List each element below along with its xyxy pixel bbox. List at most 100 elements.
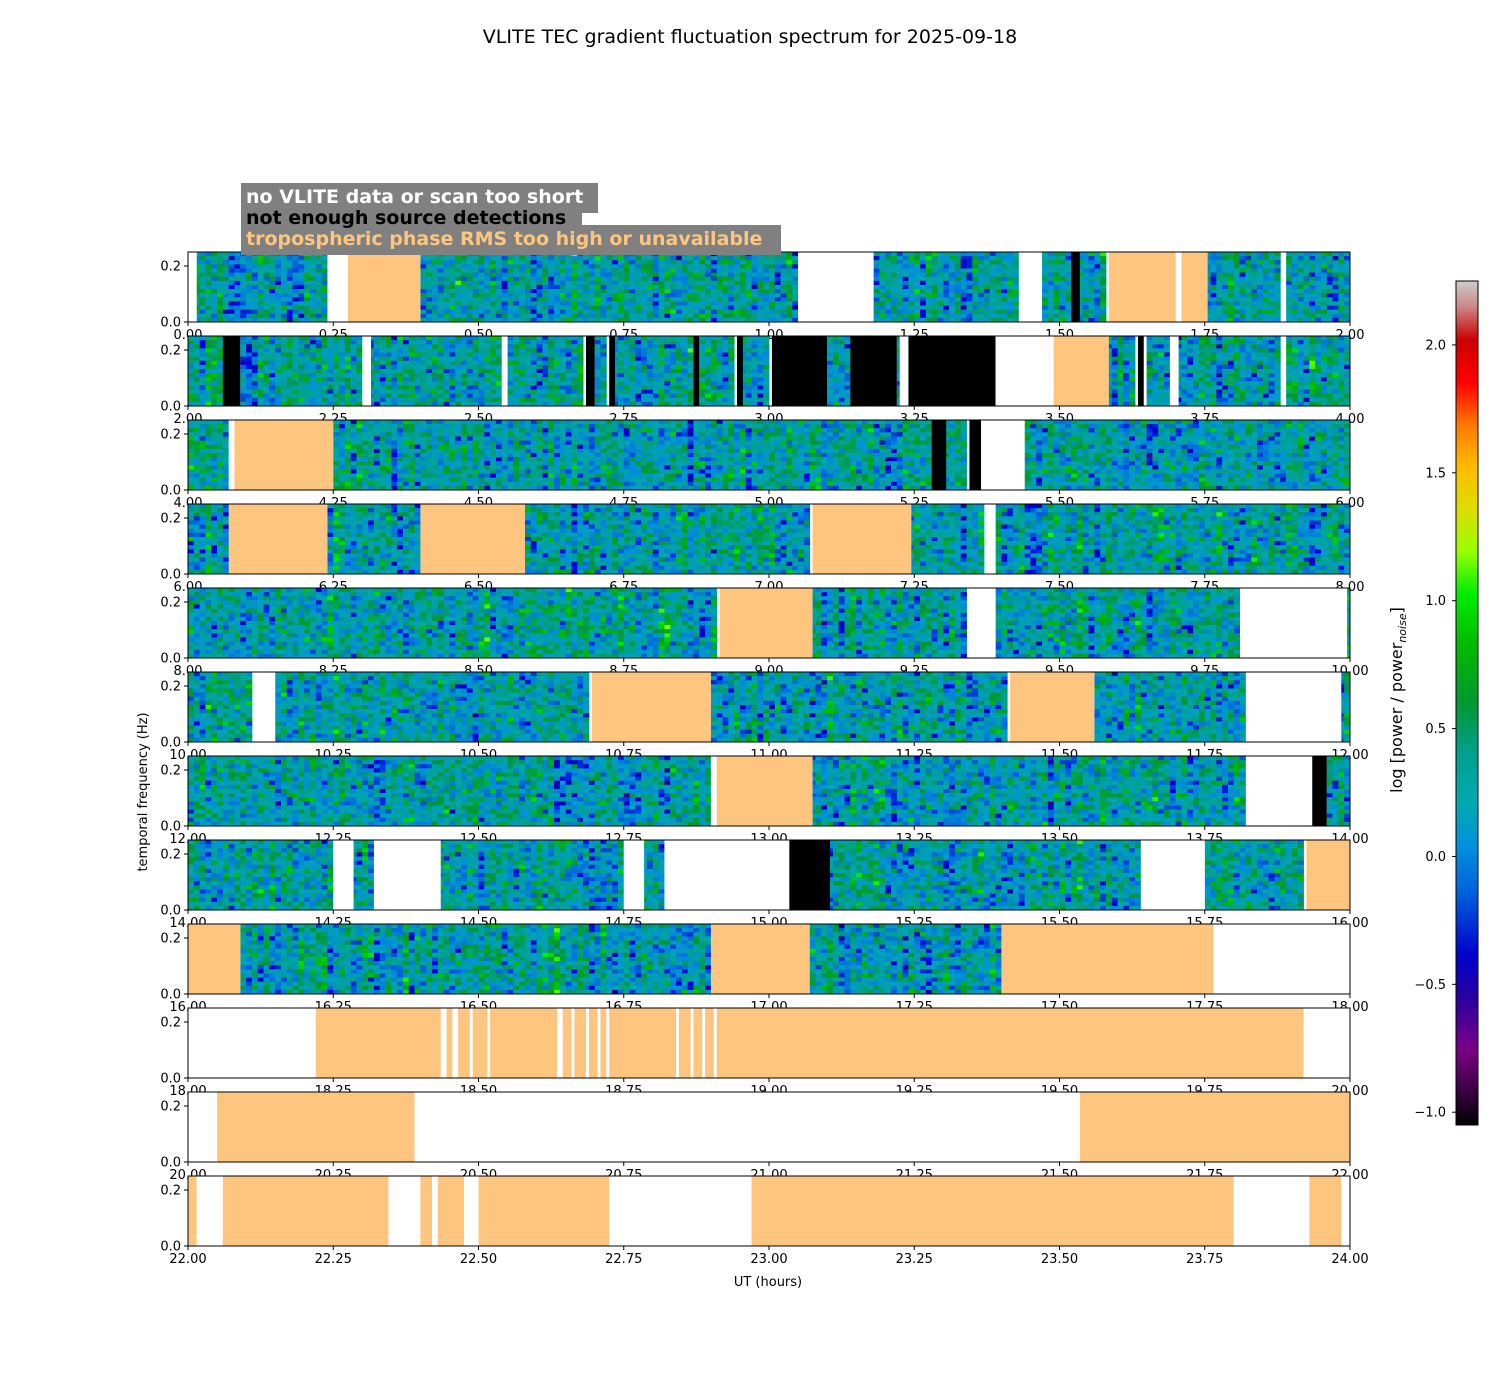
heatmap-cell [490, 398, 496, 403]
heatmap-cell [699, 281, 705, 286]
heatmap-cell [1094, 310, 1100, 315]
heatmap-cell [1344, 252, 1350, 257]
heatmap-cell [601, 398, 607, 403]
heatmap-cell [304, 344, 310, 349]
heatmap-cell [490, 377, 496, 382]
heatmap-cell [1274, 344, 1280, 349]
heatmap-cell [949, 306, 955, 311]
heatmap-cell [717, 361, 723, 366]
heatmap-cell [281, 301, 287, 306]
heatmap-cell [473, 390, 479, 395]
heatmap-cell [484, 277, 490, 282]
heatmap-cell [205, 361, 211, 366]
heatmap-cell [188, 381, 194, 386]
heatmap-cell [426, 344, 432, 349]
heatmap-cell [1234, 273, 1240, 278]
heatmap-cell [734, 289, 740, 294]
heatmap-cell [1216, 398, 1222, 403]
heatmap-cell [1304, 297, 1310, 302]
heatmap-cell [624, 289, 630, 294]
heatmap-cell [618, 390, 624, 395]
heatmap-cell [240, 369, 246, 374]
heatmap-cell [1158, 377, 1164, 382]
heatmap-cell [746, 289, 752, 294]
heatmap-cell [1001, 260, 1007, 265]
heatmap-cell [293, 336, 299, 341]
heatmap-cell [635, 301, 641, 306]
heatmap-cell [1251, 377, 1257, 382]
heatmap-cell [1089, 277, 1095, 282]
heatmap-cell [281, 306, 287, 311]
heatmap-cell [304, 285, 310, 290]
heatmap-cell [560, 306, 566, 311]
heatmap-cell [508, 357, 514, 362]
heatmap-cell [252, 256, 258, 261]
heatmap-cell [264, 293, 270, 298]
heatmap-cell [996, 289, 1002, 294]
heatmap-cell [217, 377, 223, 382]
heatmap-cell [635, 273, 641, 278]
heatmap-cell [264, 369, 270, 374]
heatmap-cell [496, 394, 502, 399]
heatmap-cell [205, 381, 211, 386]
heatmap-cell [1129, 365, 1135, 370]
heatmap-cell [229, 260, 235, 265]
heatmap-cell [200, 390, 206, 395]
heatmap-cell [513, 361, 519, 366]
heatmap-cell [426, 256, 432, 261]
heatmap-cell [618, 301, 624, 306]
heatmap-cell [792, 314, 798, 319]
heatmap-cell [275, 301, 281, 306]
heatmap-cell [723, 260, 729, 265]
heatmap-cell [757, 314, 763, 319]
heatmap-cell [757, 260, 763, 265]
heatmap-cell [757, 340, 763, 345]
heatmap-cell [566, 289, 572, 294]
heatmap-cell [618, 256, 624, 261]
heatmap-cell [1298, 252, 1304, 257]
heatmap-cell [502, 264, 508, 269]
heatmap-cell [1007, 281, 1013, 286]
heatmap-cell [746, 381, 752, 386]
heatmap-cell [1007, 289, 1013, 294]
heatmap-cell [1321, 252, 1327, 257]
heatmap-cell [264, 281, 270, 286]
heatmap-cell [322, 369, 328, 374]
heatmap-cell [740, 285, 746, 290]
heatmap-cell [1222, 361, 1228, 366]
heatmap-cell [664, 398, 670, 403]
heatmap-cell [908, 268, 914, 273]
heatmap-cell [322, 264, 328, 269]
heatmap-cell [1060, 256, 1066, 261]
heatmap-cell [479, 398, 485, 403]
heatmap-cell [1222, 310, 1228, 315]
heatmap-cell [566, 365, 572, 370]
heatmap-cell [699, 297, 705, 302]
heatmap-cell [560, 314, 566, 319]
heatmap-cell [1222, 369, 1228, 374]
heatmap-cell [641, 398, 647, 403]
heatmap-cell [1338, 314, 1344, 319]
heatmap-cell [746, 256, 752, 261]
heatmap-cell [200, 348, 206, 353]
heatmap-cell [1164, 377, 1170, 382]
heatmap-cell [1251, 268, 1257, 273]
heatmap-cell [693, 314, 699, 319]
heatmap-cell [397, 369, 403, 374]
heatmap-cell [752, 314, 758, 319]
heatmap-cell [757, 398, 763, 403]
heatmap-cell [246, 260, 252, 265]
heatmap-cell [1315, 264, 1321, 269]
heatmap-cell [595, 289, 601, 294]
heatmap-cell [420, 394, 426, 399]
heatmap-cell [281, 277, 287, 282]
heatmap-cell [420, 297, 426, 302]
heatmap-cell [833, 377, 839, 382]
heatmap-cell [258, 264, 264, 269]
heatmap-cell [444, 310, 450, 315]
heatmap-cell [612, 314, 618, 319]
heatmap-cell [746, 344, 752, 349]
heatmap-cell [560, 357, 566, 362]
heatmap-cell [635, 373, 641, 378]
heatmap-cell [537, 260, 543, 265]
